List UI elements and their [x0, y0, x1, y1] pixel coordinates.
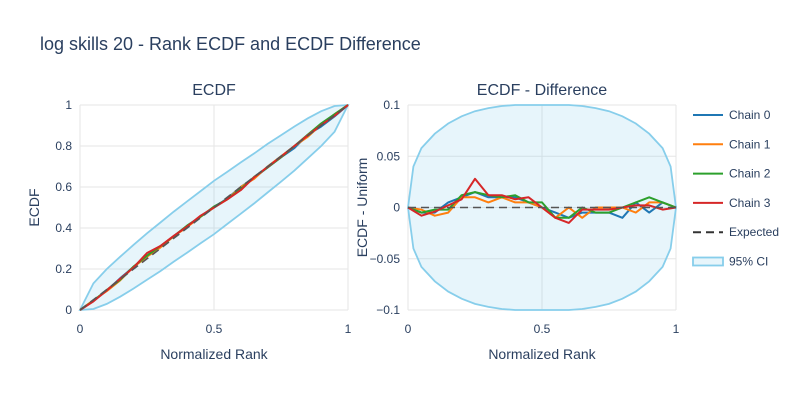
- legend-item-expected[interactable]: Expected: [693, 225, 779, 239]
- y-tick-label: 0.2: [55, 262, 72, 276]
- y-tick-label: −0.1: [376, 303, 400, 317]
- legend-item-chain-3[interactable]: Chain 3: [693, 196, 771, 210]
- y-tick-label: 0: [393, 201, 400, 215]
- y-tick-label: 0.4: [55, 221, 72, 235]
- series-line-chain-2: [407, 191, 677, 219]
- y-axis-label: ECDF: [26, 188, 42, 226]
- y-tick-label: 0.1: [383, 98, 400, 112]
- ecdf-panel: 0 0.2 0.4 0.6 0.8 1 0 0.5 1 ECDF Normalized Rank EC…: [26, 82, 352, 362]
- subplot-title: ECDF: [192, 82, 236, 99]
- legend-swatch: [692, 256, 724, 267]
- legend-label: Chain 3: [729, 196, 771, 210]
- y-tick-label: 0.05: [377, 149, 401, 163]
- y-tick-label: −0.05: [370, 252, 401, 266]
- x-tick-label: 0.5: [534, 322, 551, 336]
- y-tick-label: 0.8: [55, 139, 72, 153]
- x-axis-label: Normalized Rank: [160, 346, 268, 362]
- x-tick-label: 0.5: [206, 322, 223, 336]
- legend-item-chain-2[interactable]: Chain 2: [693, 167, 771, 181]
- x-tick-label: 1: [673, 322, 680, 336]
- figure-title: log skills 20 - Rank ECDF and ECDF Diffe…: [40, 34, 421, 54]
- x-tick-label: 0: [77, 322, 84, 336]
- y-tick-label: 0: [65, 303, 72, 317]
- expected-line: [79, 104, 349, 311]
- legend-label: Chain 0: [729, 108, 771, 122]
- legend-item-chain-1[interactable]: Chain 1: [693, 137, 771, 151]
- legend-item-chain-0[interactable]: Chain 0: [693, 108, 771, 122]
- y-axis-label: ECDF - Uniform: [354, 158, 370, 258]
- y-tick-label: 0.6: [55, 180, 72, 194]
- x-tick-label: 0: [405, 322, 412, 336]
- x-tick-label: 1: [345, 322, 352, 336]
- y-tick-label: 1: [65, 98, 72, 112]
- subplot-title: ECDF - Difference: [477, 82, 608, 99]
- x-axis-label: Normalized Rank: [488, 346, 596, 362]
- legend-label: Chain 2: [729, 167, 771, 181]
- legend-label: Chain 1: [729, 137, 771, 151]
- ecdf-difference-panel: −0.1 −0.05 0 0.05 0.1 0 0.5 1 ECDF - Difference N…: [354, 82, 680, 362]
- legend-label: Expected: [729, 225, 779, 239]
- legend-item-95-ci[interactable]: 95% CI: [692, 255, 768, 269]
- legend: Chain 0 Chain 1 Chain 2 Chain 3 Expected 95% …: [692, 108, 779, 269]
- legend-label: 95% CI: [729, 255, 768, 269]
